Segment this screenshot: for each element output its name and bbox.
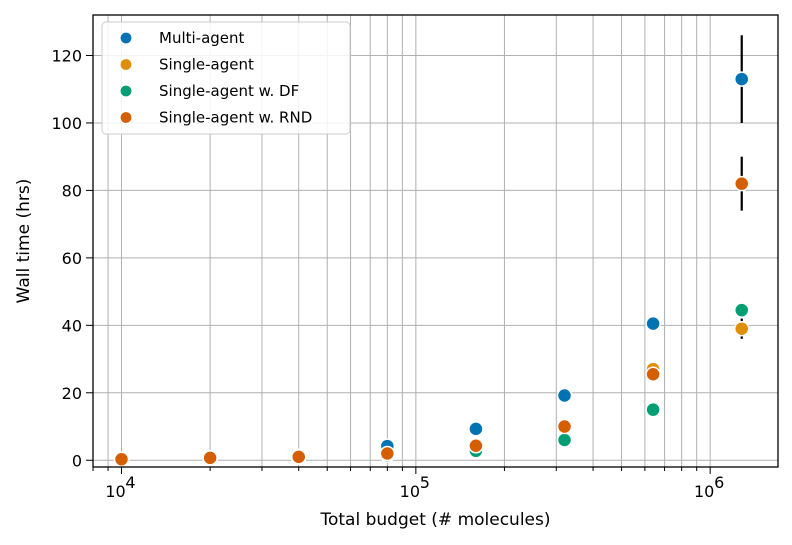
point-series-1 xyxy=(556,387,573,404)
point-series-4 xyxy=(379,445,396,462)
y-tick-label: 40 xyxy=(62,316,82,335)
point-series-1 xyxy=(468,421,484,437)
x-tick-exponent: 4 xyxy=(125,473,135,492)
point-series-2 xyxy=(733,320,750,337)
x-tick-label: 10 xyxy=(694,482,714,501)
point-series-4 xyxy=(290,449,307,465)
legend-marker xyxy=(119,57,133,72)
legend-marker xyxy=(119,84,133,98)
legend: Multi-agent Single-agent Single-agent w. D… xyxy=(101,21,351,135)
y-tick-label: 0 xyxy=(72,451,82,470)
legend-marker xyxy=(119,31,133,45)
y-tick-label: 60 xyxy=(62,249,82,268)
x-tick-exponent: 5 xyxy=(420,473,430,492)
point-series-4 xyxy=(556,418,573,435)
x-tick-label: 10 xyxy=(105,482,125,501)
point-series-3 xyxy=(556,432,573,448)
legend-box xyxy=(101,21,351,135)
legend-marker xyxy=(119,110,133,125)
legend-label: Single-agent w. DF xyxy=(159,82,299,100)
x-tick-label: 10 xyxy=(400,482,420,501)
point-series-4 xyxy=(645,366,661,382)
y-tick-label: 20 xyxy=(62,384,82,403)
legend-label: Multi-agent xyxy=(159,29,245,47)
y-tick-label: 80 xyxy=(62,181,82,200)
y-tick-label: 120 xyxy=(51,46,82,65)
minor-ticks xyxy=(92,467,711,474)
legend-label: Single-agent w. RND xyxy=(159,109,312,127)
point-series-4 xyxy=(468,437,484,454)
point-series-1 xyxy=(733,71,750,87)
point-series-4 xyxy=(202,450,218,466)
legend-label: Single-agent xyxy=(159,56,254,74)
point-series-4 xyxy=(113,451,130,467)
point-series-3 xyxy=(645,401,661,418)
plot-frame xyxy=(92,14,779,468)
x-axis-label: Total budget (# molecules) xyxy=(320,510,551,530)
data-points xyxy=(113,71,750,468)
point-series-1 xyxy=(645,315,661,332)
y-axis-label: Wall time (hrs) xyxy=(14,179,34,304)
error-bars xyxy=(652,35,743,339)
y-tick-label: 100 xyxy=(51,114,82,133)
x-tick-exponent: 6 xyxy=(714,473,724,492)
point-series-4 xyxy=(733,175,750,192)
point-series-3 xyxy=(733,302,750,318)
